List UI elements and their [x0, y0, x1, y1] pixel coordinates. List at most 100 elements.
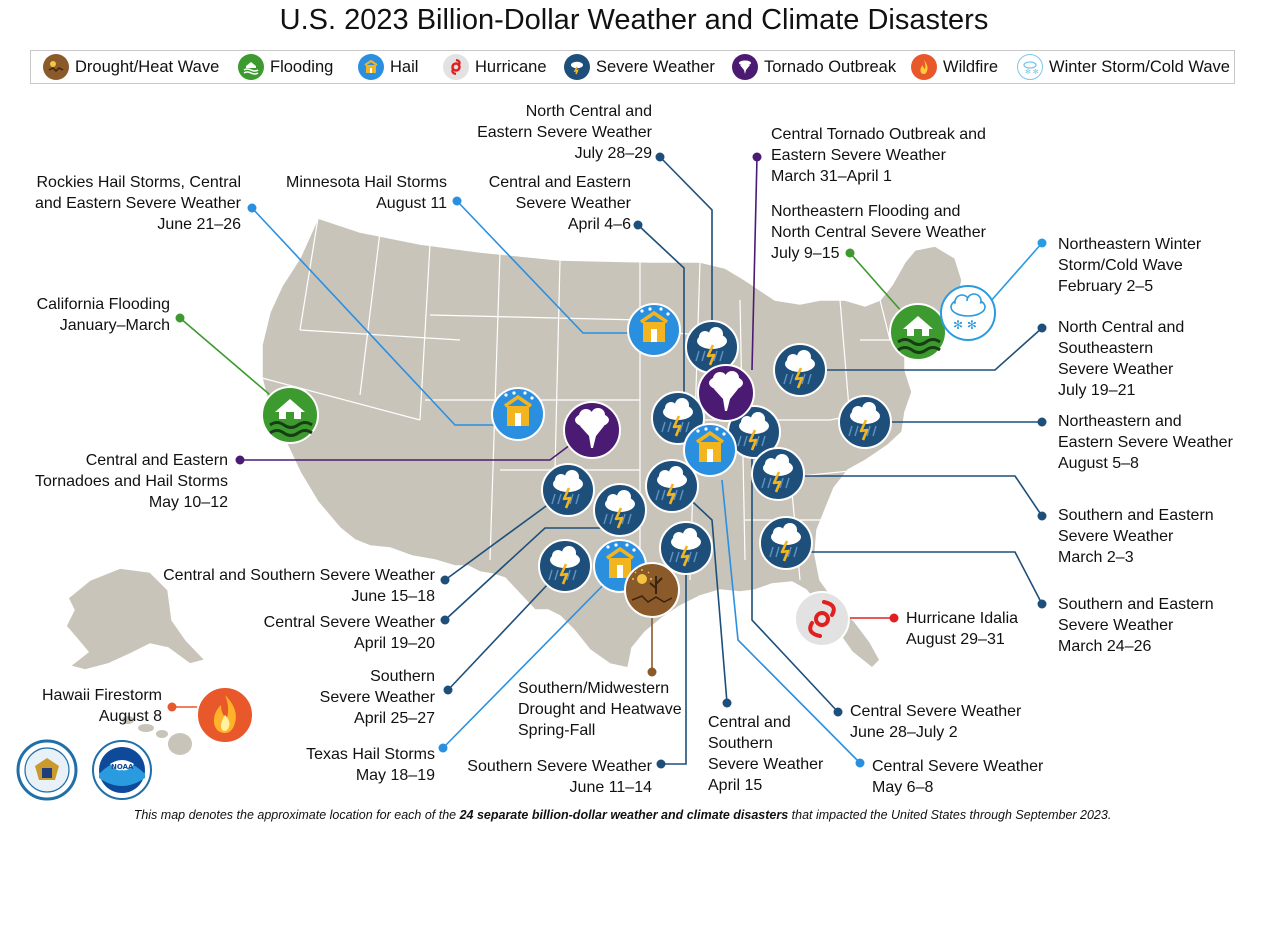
leader-dot — [440, 575, 450, 585]
legend-item-hail: Hail — [358, 51, 418, 83]
event-date: August 29–31 — [906, 631, 1005, 648]
leader-dot — [247, 203, 257, 213]
event-label-central-jun28: Central Severe Weather June 28–July 2 — [850, 701, 1021, 743]
svg-text:NOAA: NOAA — [111, 763, 134, 771]
leader-dot — [452, 196, 462, 206]
leader-dot — [656, 759, 666, 769]
drought-icon — [43, 54, 69, 80]
hail-icon — [358, 54, 384, 80]
event-label-central-may6: Central Severe Weather May 6–8 — [872, 756, 1043, 798]
leader-dot — [440, 615, 450, 625]
event-name: California Flooding — [36, 296, 170, 313]
wildfire-icon — [196, 686, 254, 744]
event-label-north-central-eastern-jul: North Central and Eastern Severe Weather… — [440, 101, 652, 164]
leader-line — [800, 327, 1043, 371]
legend-label: Winter Storm/Cold Wave — [1049, 57, 1230, 76]
winter-storm-icon: ✻ ✻ — [1017, 54, 1043, 80]
event-name: Central Severe Weather — [872, 758, 1044, 775]
event-date: March 2–3 — [1058, 549, 1134, 566]
event-name: Southern/Midwestern — [518, 680, 670, 697]
legend-label: Hail — [390, 57, 419, 76]
event-date: August 8 — [98, 708, 162, 725]
leader-dot — [167, 702, 177, 712]
event-label-central-tornado-outbreak: Central Tornado Outbreak and Eastern Sev… — [771, 124, 986, 187]
hawaii — [122, 716, 192, 755]
leader-dot — [175, 313, 185, 323]
alaska — [65, 567, 207, 671]
event-date: March 31–April 1 — [771, 168, 892, 185]
event-date: July 19–21 — [1058, 382, 1136, 399]
event-name: Severe Weather — [1058, 361, 1174, 378]
event-label-southern-eastern-mar2: Southern and Eastern Severe Weather Marc… — [1058, 505, 1214, 568]
footnote-emphasis: 24 separate billion-dollar weather and c… — [459, 808, 789, 822]
severe-weather-icon — [592, 482, 648, 538]
leader-dot — [655, 152, 665, 162]
event-date: August 5–8 — [1058, 455, 1139, 472]
winter-storm-icon: ✻ ✻ — [940, 285, 996, 341]
event-label-southern-eastern-mar24: Southern and Eastern Severe Weather Marc… — [1058, 594, 1214, 657]
legend-label: Severe Weather — [596, 57, 715, 76]
severe-weather-icon — [537, 538, 593, 594]
leader-dot — [855, 758, 865, 768]
event-name: Central Tornado Outbreak and — [771, 126, 986, 143]
legend-item-hurricane: Hurricane — [443, 51, 547, 83]
event-name: Northeastern Flooding and — [771, 203, 961, 220]
event-date: June 15–18 — [351, 588, 435, 605]
event-name: Central and Eastern — [488, 174, 631, 191]
event-label-central-eastern-tornadoes: Central and Eastern Tornadoes and Hail S… — [20, 450, 228, 513]
event-label-hawaii-firestorm: Hawaii Firestorm August 8 — [20, 685, 162, 727]
event-date: June 28–July 2 — [850, 724, 958, 741]
leader-dot — [438, 743, 448, 753]
severe-weather-icon — [658, 520, 714, 576]
event-label-northeastern-eastern: Northeastern and Eastern Severe Weather … — [1058, 411, 1233, 474]
event-name: Southern and Eastern — [1058, 507, 1214, 524]
hail-icon — [682, 422, 738, 478]
event-date: July 28–29 — [574, 145, 652, 162]
legend-label: Flooding — [270, 57, 334, 76]
legend-label: Tornado Outbreak — [764, 57, 897, 76]
legend-label: Wildfire — [943, 57, 999, 76]
leader-dot — [1037, 323, 1047, 333]
event-name: Southeastern — [1058, 340, 1154, 357]
event-label-california-flooding: California Flooding January–March — [20, 294, 170, 336]
event-name: Severe Weather — [708, 756, 824, 773]
event-name: Severe Weather — [515, 195, 631, 212]
event-date: April 4–6 — [567, 216, 631, 233]
leader-dot — [889, 613, 899, 623]
event-name: Northeastern and — [1058, 413, 1182, 430]
commerce-seal — [16, 739, 78, 801]
event-date: May 18–19 — [355, 767, 435, 784]
event-name: Severe Weather — [1058, 617, 1174, 634]
event-label-north-central-southeastern: North Central and Southeastern Severe We… — [1058, 317, 1184, 401]
event-name: Hawaii Firestorm — [41, 687, 162, 704]
event-date: August 11 — [376, 195, 447, 212]
hail-icon — [490, 386, 546, 442]
event-date: June 11–14 — [569, 779, 652, 796]
event-name: Eastern Severe Weather — [477, 124, 652, 141]
event-name: Severe Weather — [319, 689, 435, 706]
leader-dot — [1037, 417, 1047, 427]
leader-line — [786, 551, 1043, 605]
event-date: June 21–26 — [157, 216, 241, 233]
event-name: Central and — [708, 714, 791, 731]
event-label-central-eastern-apr: Central and Eastern Severe Weather April… — [470, 172, 631, 235]
event-name: Drought and Heatwave — [518, 701, 682, 718]
svg-text:✻ ✻: ✻ ✻ — [1025, 68, 1039, 76]
event-label-hurricane-idalia: Hurricane Idalia August 29–31 — [906, 608, 1018, 650]
event-date: Spring-Fall — [518, 722, 596, 739]
wildfire-icon — [911, 54, 937, 80]
leader-line — [442, 567, 621, 749]
event-label-minnesota-hail: Minnesota Hail Storms August 11 — [266, 172, 447, 214]
event-name: Tornadoes and Hail Storms — [35, 473, 228, 490]
event-date: July 9–15 — [771, 245, 840, 262]
leader-dot — [1037, 599, 1047, 609]
leader-dot — [845, 248, 855, 258]
event-name: Eastern Severe Weather — [771, 147, 946, 164]
leader-dots — [167, 152, 1047, 769]
severe-weather-icon — [772, 342, 828, 398]
noaa-logo: NOAA — [92, 740, 152, 800]
legend-label: Drought/Heat Wave — [75, 57, 220, 76]
legend-item-wildfire: Wildfire — [911, 51, 998, 83]
leader-dot — [647, 667, 657, 677]
event-date: February 2–5 — [1058, 278, 1154, 295]
